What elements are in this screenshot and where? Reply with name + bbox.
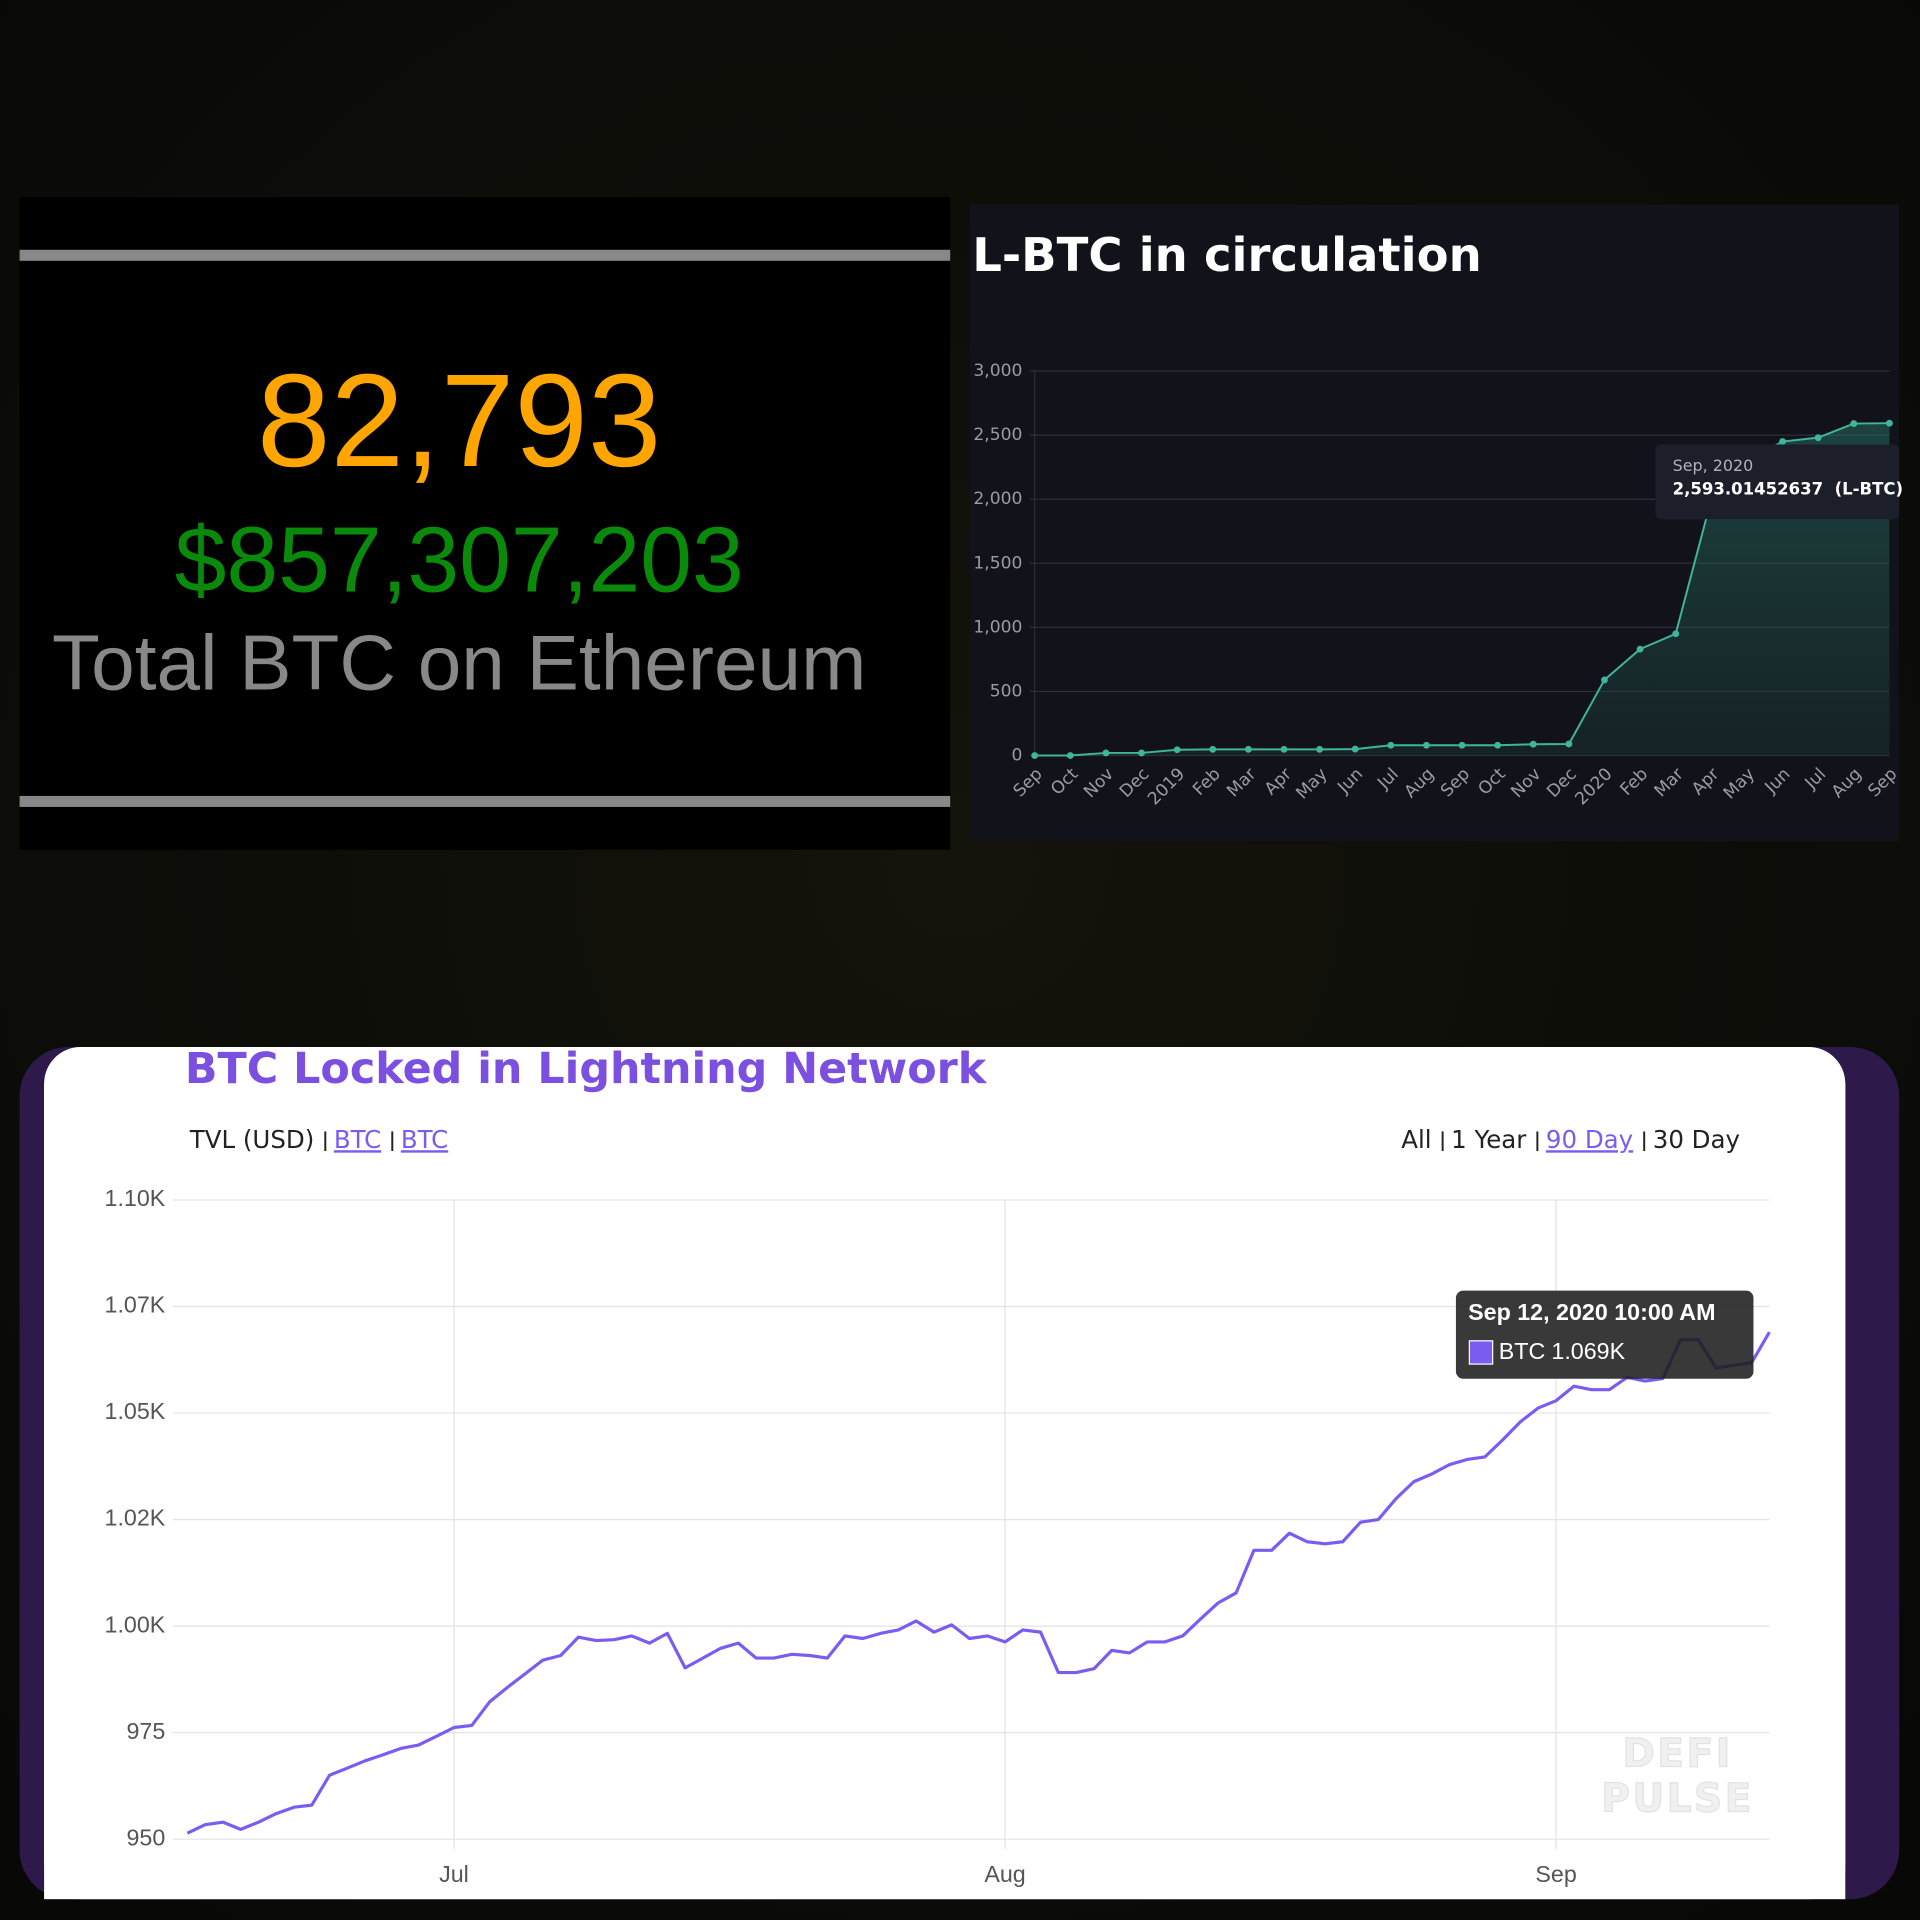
divider bbox=[19, 795, 951, 807]
point bbox=[1209, 745, 1217, 753]
stat-panel bbox=[19, 197, 951, 850]
control-label: TVL (USD) bbox=[189, 1125, 314, 1154]
x-tick-label: Sep bbox=[1535, 1861, 1576, 1887]
controls-right: All 1 Year 90 Day 30 Day bbox=[1401, 1125, 1740, 1154]
legend-swatch bbox=[1468, 1340, 1494, 1365]
tooltip-title: Sep, 2020 bbox=[1673, 456, 1754, 475]
point bbox=[1422, 741, 1430, 749]
point bbox=[1458, 741, 1466, 749]
caption: Total BTC on Ethereum bbox=[52, 618, 866, 706]
y-tick-label: 1.07K bbox=[105, 1292, 166, 1318]
point bbox=[1244, 745, 1252, 753]
control-label[interactable]: All bbox=[1401, 1125, 1431, 1154]
point bbox=[1494, 741, 1502, 749]
controls-left: TVL (USD) BTC BTC bbox=[189, 1125, 448, 1154]
tooltip-value: 2,593.01452637 (L-BTC) bbox=[1673, 479, 1903, 498]
point bbox=[1779, 438, 1786, 445]
point bbox=[1636, 645, 1644, 653]
point bbox=[1280, 745, 1288, 753]
point bbox=[1387, 741, 1395, 749]
point bbox=[1173, 746, 1181, 754]
y-tick-label: 975 bbox=[127, 1718, 166, 1744]
chart-title: L-BTC in circulation bbox=[972, 228, 1481, 282]
tooltip-title: Sep 12, 2020 10:00 AM bbox=[1468, 1299, 1715, 1325]
y-tick-label: 950 bbox=[127, 1824, 166, 1850]
chart-title: BTC Locked in Lightning Network bbox=[185, 1044, 988, 1094]
chart-area bbox=[44, 1083, 1846, 1900]
btc-count: 82,793 bbox=[257, 347, 661, 495]
point bbox=[1814, 434, 1822, 442]
y-tick-label: 2,500 bbox=[973, 425, 1022, 445]
y-tick-label: 0 bbox=[1012, 746, 1023, 766]
y-tick-label: 1.10K bbox=[105, 1185, 166, 1211]
link[interactable]: 90 Day bbox=[1546, 1125, 1633, 1154]
tooltip bbox=[1455, 1290, 1754, 1379]
point bbox=[1885, 419, 1893, 427]
point bbox=[1138, 749, 1145, 757]
y-tick-label: 3,000 bbox=[973, 361, 1022, 381]
y-tick-label: 500 bbox=[990, 681, 1023, 701]
area bbox=[1034, 423, 1890, 756]
y-tick-label: 1.00K bbox=[105, 1611, 166, 1637]
y-tick-label: 1.02K bbox=[105, 1505, 166, 1531]
legend-label: BTC bbox=[1499, 1338, 1546, 1364]
point bbox=[1672, 630, 1680, 638]
y-tick-label: 1,500 bbox=[973, 553, 1022, 573]
x-tick-label: Aug bbox=[984, 1861, 1025, 1887]
point bbox=[1529, 740, 1537, 748]
divider bbox=[19, 249, 951, 261]
x-tick-label: Jul bbox=[439, 1861, 469, 1887]
control-label[interactable]: 30 Day bbox=[1653, 1125, 1740, 1154]
point bbox=[1316, 745, 1324, 753]
y-tick-label: 1,000 bbox=[973, 617, 1022, 637]
y-tick-label: 1.05K bbox=[105, 1398, 166, 1424]
point bbox=[1066, 752, 1074, 759]
y-tick-label: 2,000 bbox=[973, 489, 1022, 509]
link[interactable]: BTC bbox=[401, 1125, 448, 1154]
line bbox=[186, 1331, 1771, 1835]
watermark: PULSE bbox=[1601, 1777, 1754, 1822]
link[interactable]: BTC bbox=[334, 1125, 381, 1154]
point bbox=[1850, 420, 1858, 427]
point bbox=[1102, 749, 1110, 757]
point bbox=[1565, 740, 1573, 748]
watermark: DEFI bbox=[1622, 1731, 1732, 1776]
point bbox=[1351, 745, 1359, 753]
point bbox=[1601, 676, 1608, 684]
tooltip bbox=[1655, 444, 1900, 520]
usd-value: $857,307,203 bbox=[175, 508, 744, 612]
point bbox=[1031, 752, 1039, 759]
control-label[interactable]: 1 Year bbox=[1451, 1125, 1527, 1154]
tooltip-value: 1.069K bbox=[1551, 1338, 1625, 1364]
